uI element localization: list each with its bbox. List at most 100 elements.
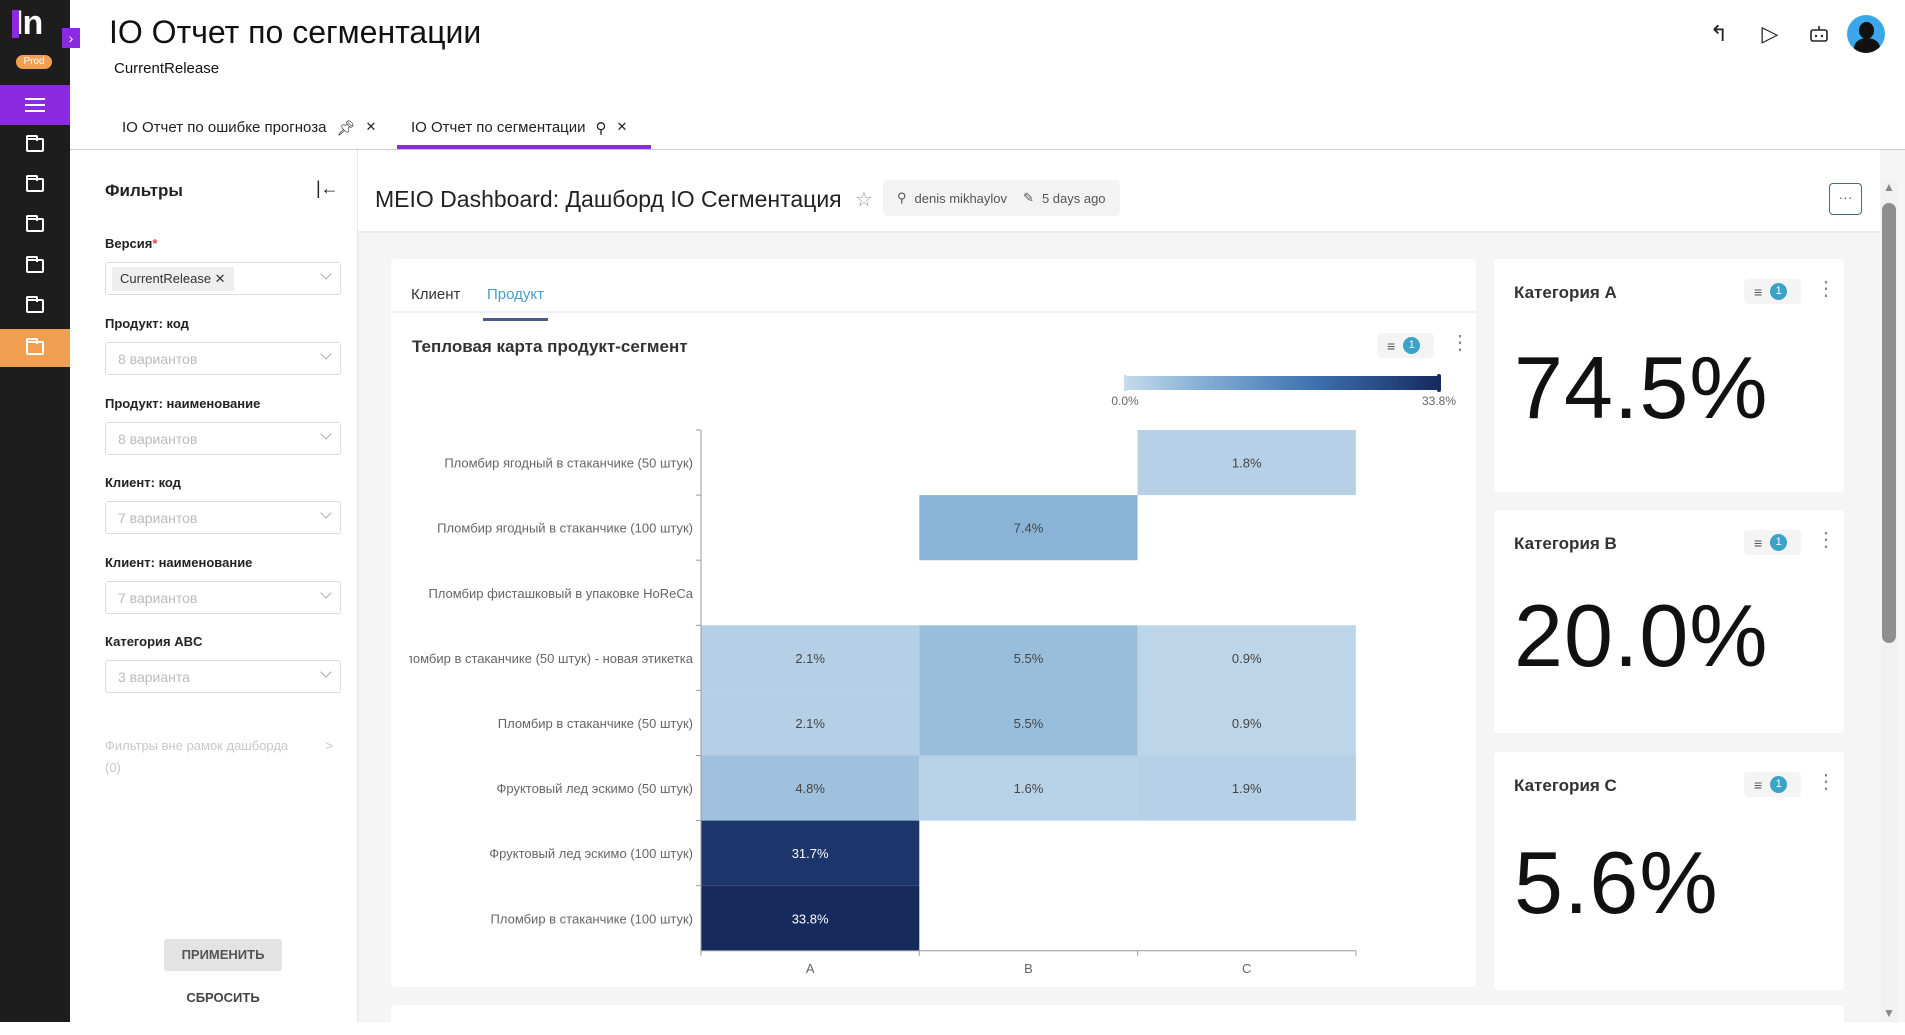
scroll-up-icon[interactable]: ▲ — [1883, 180, 1895, 194]
nav-folder-2[interactable] — [0, 165, 70, 205]
heatmap-title: Тепловая карта продукт-сегмент — [412, 337, 688, 356]
outside-filters-link[interactable]: Фильтры вне рамок дашборда (0) > — [105, 735, 333, 779]
abc-category-select[interactable]: 3 варианта — [105, 660, 341, 693]
folder-icon — [26, 296, 44, 313]
robot-icon[interactable] — [1807, 22, 1831, 46]
chevron-down-icon — [320, 587, 332, 599]
client-name-select[interactable]: 7 вариантов — [105, 581, 341, 614]
nav-folder-active[interactable] — [0, 329, 70, 367]
legend-min-handle — [1124, 375, 1127, 391]
kebab-menu-icon[interactable]: ⋮ — [1816, 529, 1836, 551]
y-tick-label: Пломбир в стаканчике (50 штук) — [498, 716, 693, 731]
nav-folder-5[interactable] — [0, 286, 70, 326]
filter-label: Клиент: код — [105, 475, 181, 490]
user-avatar[interactable] — [1847, 15, 1885, 53]
tab-label: IO Отчет по ошибке прогноза — [122, 119, 327, 136]
heatmap-cell — [701, 820, 920, 886]
kpi-card-a: Категория A ≡ 1 ⋮ 74.5% — [1494, 259, 1844, 492]
kpi-card-c: Категория C ≡ 1 ⋮ 5.6% — [1494, 752, 1844, 990]
x-tick-label: A — [806, 961, 815, 976]
folder-icon — [26, 175, 44, 192]
chip-remove-icon: ✕ — [214, 271, 226, 286]
filter-indicator[interactable]: ≡ 1 — [1744, 530, 1801, 555]
client-code-select[interactable]: 7 вариантов — [105, 501, 341, 534]
collapse-panel-icon[interactable]: |← — [316, 178, 339, 198]
version-select[interactable]: CurrentRelease ✕ — [105, 262, 341, 295]
chevron-down-icon — [320, 666, 332, 678]
version-chip[interactable]: CurrentRelease ✕ — [112, 267, 234, 291]
scroll-down-icon[interactable]: ▼ — [1883, 1006, 1895, 1020]
cell-value-label: 1.8% — [1232, 456, 1262, 471]
kpi-title: Категория A — [1514, 283, 1617, 302]
reset-button[interactable]: СБРОСИТЬ — [186, 990, 260, 1005]
filter-indicator[interactable]: ≡ 1 — [1744, 279, 1801, 304]
cell-value-label: 0.9% — [1232, 716, 1262, 731]
apply-button[interactable]: ПРИМЕНИТЬ — [164, 939, 282, 971]
cell-value-label: 1.6% — [1014, 781, 1044, 796]
tab-segmentation[interactable]: IO Отчет по сегментации ⚲ ✕ — [397, 119, 651, 149]
play-icon[interactable]: ▷ — [1761, 21, 1779, 46]
cell-value-label: 4.8% — [795, 781, 825, 796]
y-tick-label: Пломбир в стаканчике (100 штук) — [491, 911, 693, 926]
cell-value-label: 7.4% — [1014, 521, 1044, 536]
cell-value-label: 2.1% — [795, 716, 825, 731]
undo-icon[interactable]: ↰ — [1709, 21, 1729, 46]
cell-value-label: 33.8% — [792, 911, 829, 926]
filter-indicator[interactable]: ≡ 1 — [1377, 333, 1434, 358]
tab-client[interactable]: Клиент — [411, 286, 461, 303]
kebab-menu-icon[interactable]: ⋮ — [1816, 771, 1836, 793]
filter-label: Продукт: код — [105, 316, 189, 331]
divider — [391, 311, 1476, 313]
x-tick-label: C — [1242, 961, 1251, 976]
cell-value-label: 0.9% — [1232, 651, 1262, 666]
filter-indicator[interactable]: ≡ 1 — [1744, 772, 1801, 797]
tab-forecast-error[interactable]: IO Отчет по ошибке прогноза 📌︎ ✕ — [108, 119, 390, 149]
nav-folder-3[interactable] — [0, 205, 70, 245]
menu-icon — [25, 98, 45, 112]
env-badge: Prod — [16, 55, 52, 69]
dashboard-title: MEIO Dashboard: Дашборд IO Сегментация — [375, 186, 842, 212]
filter-icon: ≡ — [1754, 283, 1763, 300]
dashboard-header: MEIO Dashboard: Дашборд IO Сегментация ☆… — [358, 150, 1880, 233]
close-icon[interactable]: ✕ — [365, 119, 377, 134]
kebab-menu-icon[interactable]: ⋮ — [1450, 332, 1470, 354]
cell-value-label: 1.9% — [1232, 781, 1262, 796]
kpi-title: Категория C — [1514, 776, 1617, 795]
heatmap-cell — [919, 495, 1138, 561]
expand-nav-button[interactable]: › — [62, 28, 80, 48]
tab-product[interactable]: Продукт — [483, 286, 548, 321]
filter-icon: ≡ — [1754, 534, 1763, 551]
page-subtitle: CurrentRelease — [114, 60, 220, 77]
kebab-menu-icon[interactable]: ⋮ — [1816, 278, 1836, 300]
filter-icon: ≡ — [1387, 337, 1396, 354]
close-icon[interactable]: ✕ — [616, 119, 628, 134]
edit-icon: ✎ — [1023, 190, 1034, 205]
pin-icon[interactable]: ⚲ — [595, 120, 607, 137]
modified-time: 5 days ago — [1041, 190, 1106, 206]
chevron-down-icon — [320, 348, 332, 360]
more-options-button[interactable]: ··· — [1829, 183, 1862, 215]
kpi-title: Категория B — [1514, 534, 1617, 553]
legend-max-handle — [1437, 374, 1441, 392]
nav-folder-1[interactable] — [0, 125, 70, 165]
filter-label: Категория ABC — [105, 634, 203, 649]
tab-label: IO Отчет по сегментации — [411, 119, 586, 136]
chevron-down-icon — [320, 268, 332, 280]
favorite-star-icon[interactable]: ☆ — [855, 189, 873, 211]
left-nav: In Prod — [0, 0, 70, 1022]
heatmap-cell — [1137, 690, 1356, 756]
scrollbar-thumb[interactable] — [1882, 203, 1896, 643]
kpi-value: 74.5% — [1514, 338, 1769, 437]
cell-value-label: 31.7% — [792, 846, 829, 861]
legend-max-label: 33.8% — [1422, 394, 1456, 408]
author: denis mikhaylov — [914, 190, 1008, 206]
pin-icon[interactable]: 📌︎ — [336, 120, 356, 137]
legend-min-label: 0.0% — [1111, 394, 1139, 408]
nav-folder-4[interactable] — [0, 246, 70, 286]
label-clip — [391, 430, 409, 951]
chevron-down-icon — [320, 428, 332, 440]
heatmap-card: Клиент Продукт Тепловая карта продукт-се… — [391, 259, 1476, 987]
product-code-select[interactable]: 8 вариантов — [105, 342, 341, 375]
menu-button[interactable] — [0, 85, 70, 125]
product-name-select[interactable]: 8 вариантов — [105, 422, 341, 455]
